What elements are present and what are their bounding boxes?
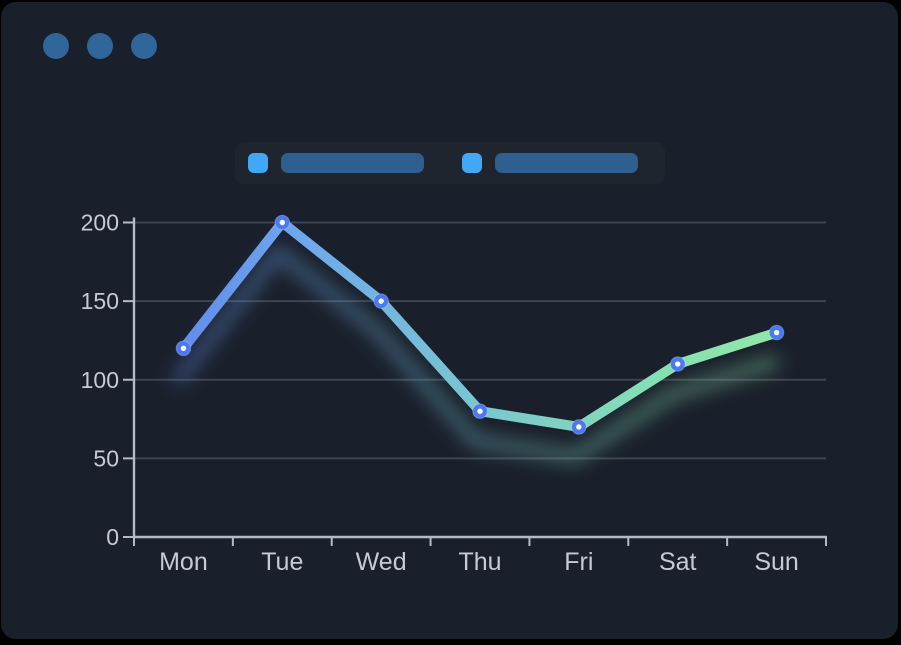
data-point-center [477, 408, 483, 414]
window-control-dot[interactable] [131, 33, 157, 59]
data-point[interactable] [571, 419, 587, 435]
chart-legend [235, 142, 665, 184]
window-titlebar [1, 2, 898, 72]
data-point-center [675, 361, 681, 367]
data-point[interactable] [472, 403, 488, 420]
data-point-center [773, 329, 780, 336]
x-axis-label: Thu [458, 548, 501, 576]
y-axis-tick-label: 200 [81, 210, 119, 236]
data-point[interactable] [274, 214, 291, 231]
legend-swatch-icon [248, 153, 268, 173]
y-axis-tick-label: 150 [81, 288, 119, 314]
data-point[interactable] [669, 356, 686, 372]
legend-item-series-2[interactable] [462, 153, 638, 173]
x-axis-label: Sat [659, 548, 697, 576]
y-axis-tick-label: 50 [93, 445, 119, 471]
y-axis-tick-label: 100 [81, 367, 119, 393]
window-control-dot[interactable] [43, 33, 69, 59]
y-axis-tick-label: 0 [106, 524, 119, 550]
data-point-center [279, 219, 285, 226]
x-axis-label: Tue [261, 548, 303, 576]
data-point[interactable] [373, 293, 389, 309]
legend-item-series-1[interactable] [248, 153, 424, 173]
x-axis-label: Mon [159, 548, 208, 576]
x-axis-label: Wed [356, 548, 407, 576]
data-point-center [576, 424, 582, 430]
window-control-dot[interactable] [87, 33, 113, 59]
data-point-center [378, 298, 384, 304]
data-point-center [180, 345, 187, 351]
legend-label-placeholder [281, 153, 424, 173]
legend-swatch-icon [462, 153, 482, 173]
x-axis-label: Fri [564, 548, 593, 576]
data-point[interactable] [175, 340, 192, 357]
data-point[interactable] [768, 324, 785, 341]
legend-label-placeholder [495, 153, 638, 173]
x-axis-label: Sun [754, 548, 798, 576]
series-line-glow [172, 246, 780, 464]
